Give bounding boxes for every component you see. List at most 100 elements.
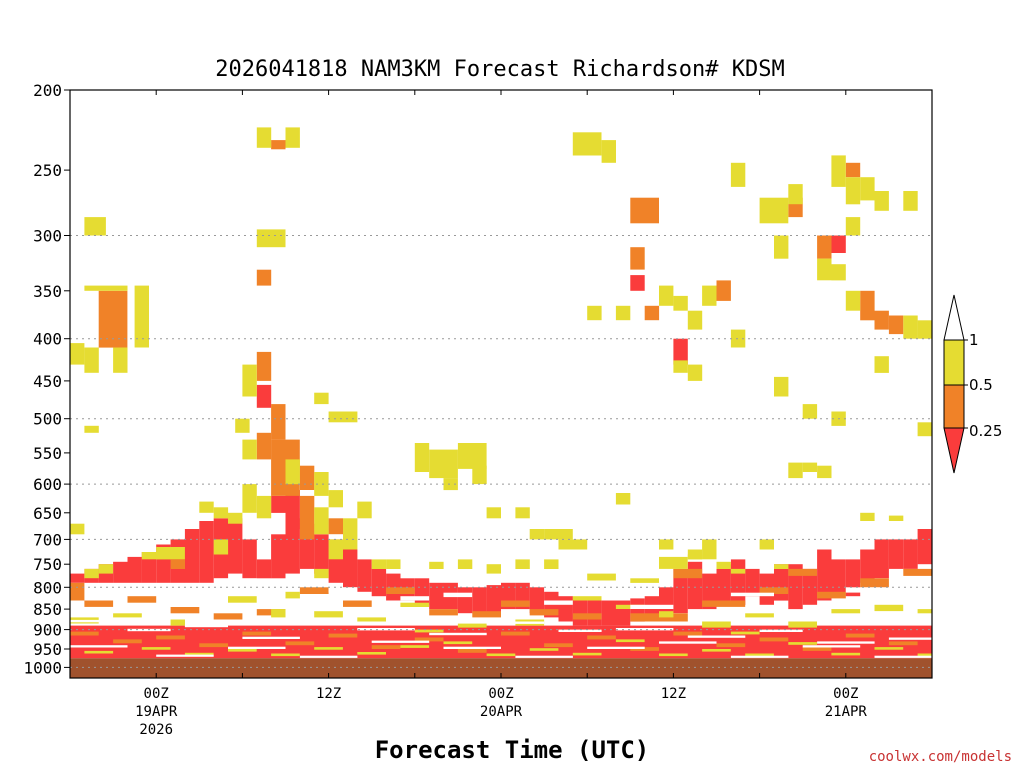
heatmap-cell <box>702 285 717 306</box>
heatmap-cell <box>630 275 645 291</box>
stable-gap <box>256 582 286 590</box>
y-tick-label: 950 <box>33 640 62 659</box>
heatmap-cell <box>659 539 674 550</box>
heatmap-cell <box>199 521 214 583</box>
y-tick-label: 400 <box>33 330 62 349</box>
heatmap-cell <box>831 235 846 253</box>
heatmap-cell <box>357 559 372 592</box>
heatmap-cell <box>774 235 789 259</box>
heatmap-cell <box>817 235 832 259</box>
heatmap-cell <box>515 559 530 569</box>
heatmap-cell <box>961 601 990 607</box>
heatmap-cell <box>615 604 645 609</box>
heatmap-cell <box>213 507 229 519</box>
heatmap-cell <box>860 549 875 583</box>
stable-gap <box>845 587 889 593</box>
heatmap-cell <box>990 617 1019 623</box>
heatmap-cell <box>285 641 315 646</box>
stable-gap <box>501 621 545 624</box>
y-axis: 200 250 300 350 400 450 500 550 600 650 700 750 800 8… <box>23 81 70 677</box>
heatmap-cell <box>299 465 315 490</box>
stable-gap <box>615 628 674 631</box>
heatmap-cell <box>802 462 818 472</box>
heatmap-cell <box>285 459 300 485</box>
heatmap-cell <box>113 613 142 618</box>
heatmap-cell <box>975 513 989 555</box>
stable-gap <box>558 629 602 632</box>
colorbar-bin-red <box>943 427 965 474</box>
heatmap-cell <box>759 539 774 550</box>
heatmap-cell <box>184 652 214 656</box>
stable-gap <box>630 604 674 609</box>
heatmap-cell <box>917 422 932 437</box>
y-tick-label: 250 <box>33 161 62 180</box>
heatmap-cell <box>429 609 458 616</box>
heatmap-cell <box>990 325 1004 343</box>
y-tick-label: 900 <box>33 621 62 640</box>
heatmap-cell <box>400 602 430 607</box>
heatmap-cell <box>990 507 1004 554</box>
heatmap-cell <box>774 564 789 601</box>
heatmap-cell <box>472 611 501 618</box>
heatmap-cell <box>386 559 401 569</box>
heatmap-cell <box>888 641 918 646</box>
heatmap-cell <box>1004 651 1018 654</box>
y-tick-label: 450 <box>33 372 62 391</box>
heatmap-cell <box>343 411 358 423</box>
heatmap-cell <box>457 443 487 469</box>
heatmap-cell <box>702 621 731 628</box>
heatmap-cell <box>903 315 918 339</box>
heatmap-cell <box>285 127 300 148</box>
credit-link[interactable]: coolwx.com/models <box>869 749 1012 765</box>
heatmap-cell <box>285 518 300 574</box>
heatmap-cell <box>343 518 358 550</box>
heatmap-cell <box>615 639 645 643</box>
heatmap-cell <box>888 315 904 335</box>
heatmap-cell <box>932 534 946 559</box>
heatmap-cell <box>687 561 703 610</box>
heatmap-cell <box>788 184 803 205</box>
heatmap-cell <box>328 411 343 423</box>
stable-gap <box>888 637 932 640</box>
heatmap-cell <box>371 645 401 649</box>
heatmap-cell <box>831 559 846 597</box>
heatmap-cell <box>587 600 602 626</box>
heatmap-cell <box>371 568 387 597</box>
heatmap-cell <box>888 539 904 569</box>
heatmap-cell <box>314 472 329 496</box>
stable-gap <box>917 582 932 588</box>
heatmap-cell <box>486 653 516 657</box>
heatmap-cell <box>343 600 372 607</box>
heatmap-cell <box>831 609 861 614</box>
heatmap-cell <box>817 591 846 599</box>
heatmap-cell <box>156 635 185 640</box>
heatmap-cell <box>601 140 616 163</box>
heatmap-cell <box>716 564 731 605</box>
heatmap-cell <box>673 568 703 579</box>
heatmap-cell <box>817 258 832 281</box>
heatmap-cell <box>84 650 114 654</box>
heatmap-cell <box>256 559 272 579</box>
heatmap-cell <box>587 573 616 581</box>
heatmap-cell <box>702 649 731 652</box>
heatmap-cell <box>357 501 372 519</box>
heatmap-cell <box>572 652 602 656</box>
y-tick-label: 750 <box>33 555 62 574</box>
stable-gap <box>817 641 875 644</box>
heatmap-cell <box>127 556 142 583</box>
heatmap-cell <box>328 539 343 560</box>
heatmap-cell <box>572 600 588 626</box>
x-tick-label: 20APR <box>480 704 523 720</box>
heatmap-cell <box>774 376 789 397</box>
stable-gap <box>357 628 415 631</box>
heatmap-cell <box>414 637 444 642</box>
stable-gap <box>759 629 803 632</box>
y-tick-label: 350 <box>33 282 62 301</box>
heatmap-cell <box>213 613 243 620</box>
heatmap-cell <box>328 518 343 535</box>
heatmap-cell <box>141 647 171 650</box>
heatmap-cell <box>84 425 99 433</box>
heatmap-cell <box>730 631 760 635</box>
heatmap-cell <box>860 290 875 321</box>
heatmap-cell <box>572 596 602 601</box>
